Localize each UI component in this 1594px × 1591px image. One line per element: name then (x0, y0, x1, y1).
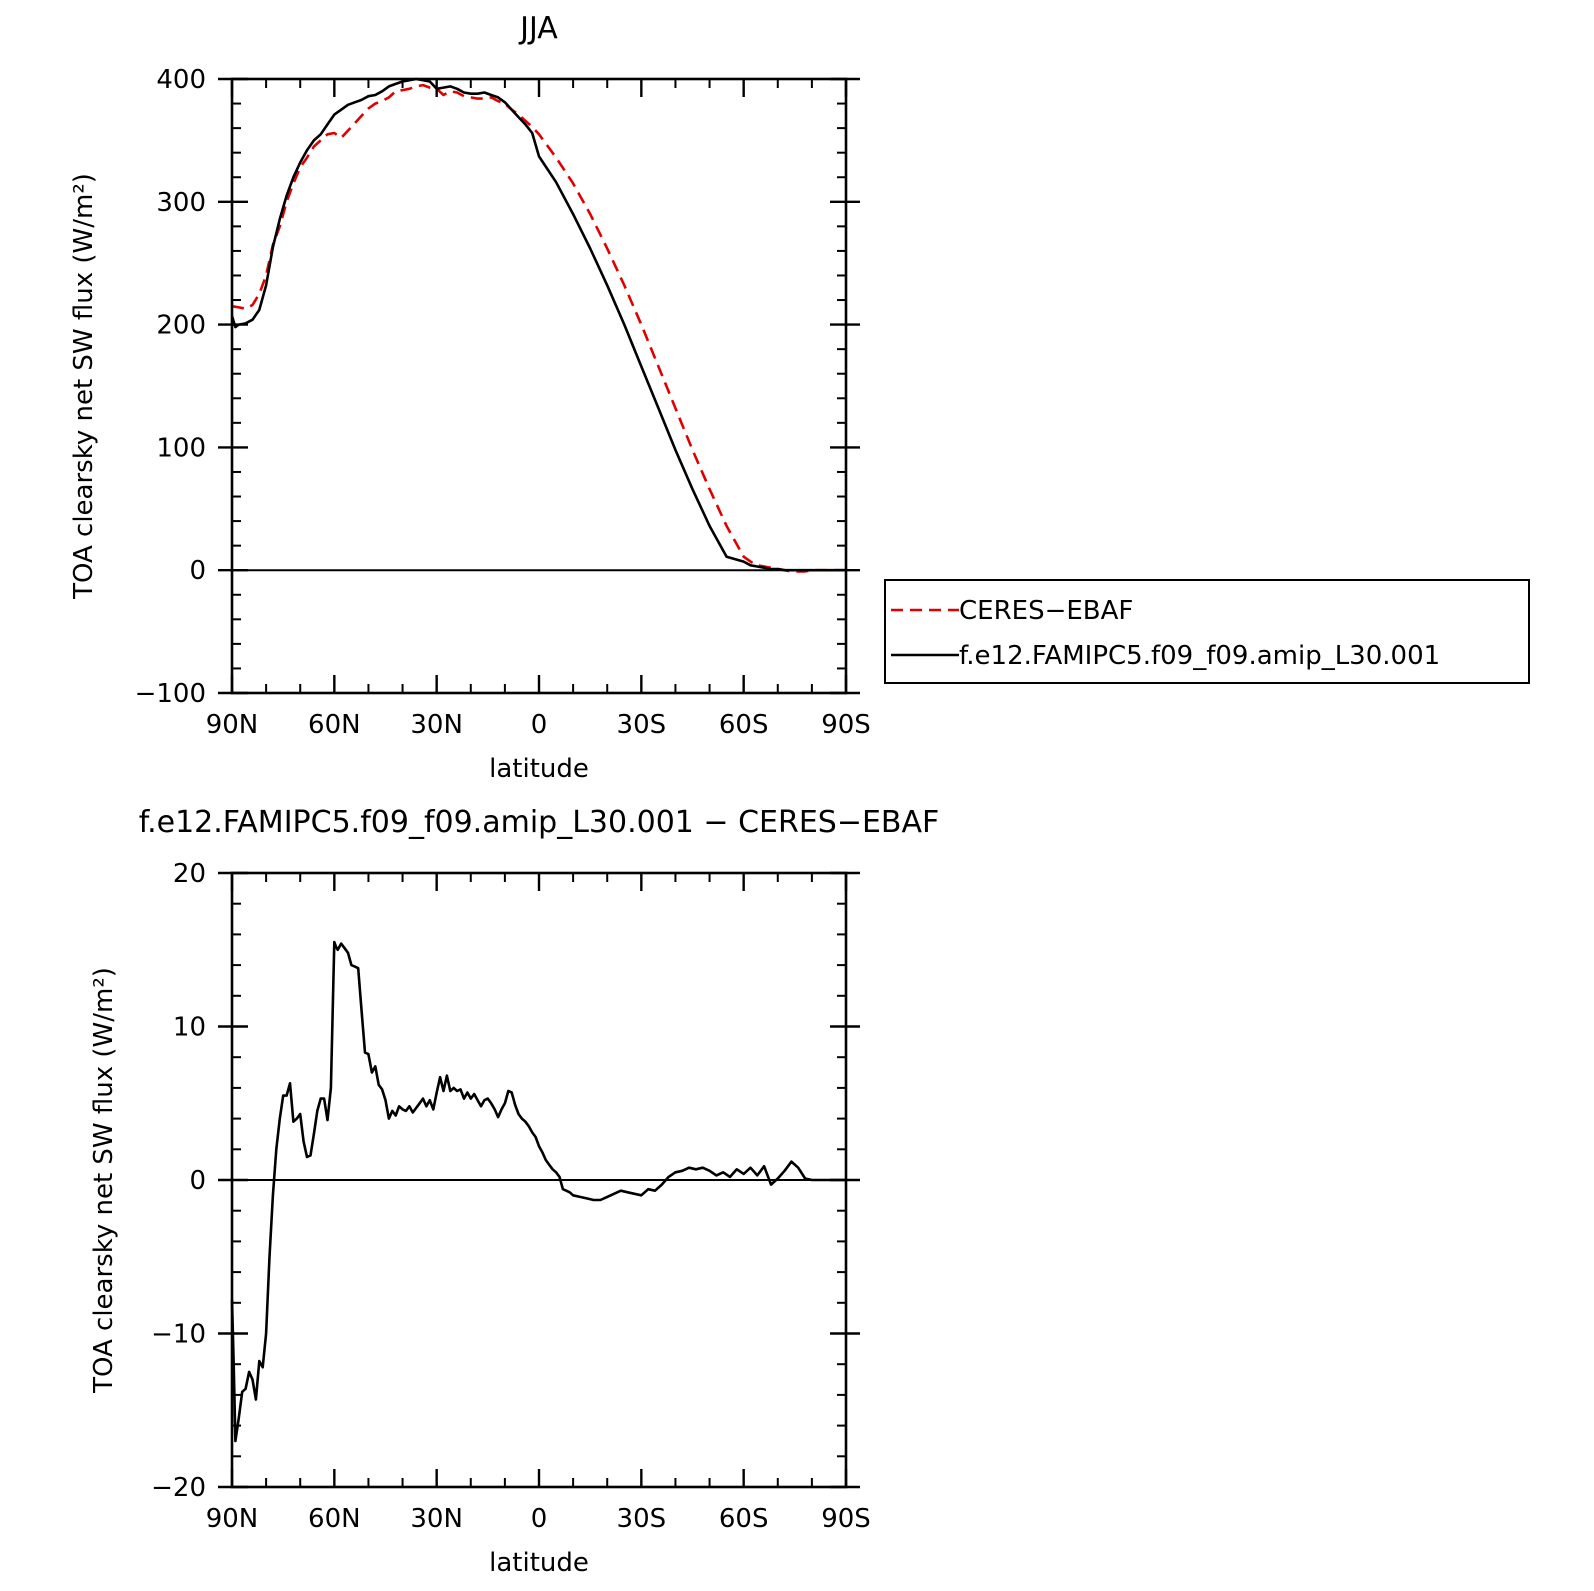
x-tick-label: 30S (617, 1504, 667, 1534)
chart-title: JJA (518, 11, 558, 46)
y-tick-label: −10 (151, 1320, 206, 1350)
y-tick-label: −100 (135, 679, 206, 709)
chart-bottom: f.e12.FAMIPC5.f09_f09.amip_L30.001 − CER… (89, 805, 939, 1578)
x-tick-label: 30N (410, 1504, 463, 1534)
y-tick-label: 200 (156, 311, 206, 341)
x-tick-label: 0 (531, 710, 548, 740)
y-tick-label: 10 (173, 1013, 206, 1043)
y-tick-label: 0 (189, 556, 206, 586)
y-tick-label: 20 (173, 859, 206, 889)
y-tick-label: 400 (156, 65, 206, 95)
x-axis-label: latitude (489, 754, 589, 784)
chart-top: JJA 90N 60N 30N 0 30S 60S 90S −100 0 100 200 300 400 l… (69, 11, 1530, 784)
y-tick-label: 0 (189, 1166, 206, 1196)
x-tick-label: 60N (308, 710, 361, 740)
x-tick-label: 90S (821, 710, 871, 740)
series-line-1 (230, 940, 846, 1443)
y-tick-label: −20 (151, 1473, 206, 1503)
plot-frame (230, 77, 848, 695)
chart-title: f.e12.FAMIPC5.f09_f09.amip_L30.001 − CER… (139, 805, 940, 840)
y-axis-label: TOA clearsky net SW flux (W/m²) (69, 173, 99, 600)
legend-entry-2: f.e12.FAMIPC5.f09_f09.amip_L30.001 (959, 641, 1440, 671)
x-tick-label: 60S (719, 1504, 769, 1534)
x-tick-label: 0 (531, 1504, 548, 1534)
legend-entry-1: CERES−EBAF (959, 596, 1133, 626)
y-tick-label: 300 (156, 188, 206, 218)
x-tick-label: 60N (308, 1504, 361, 1534)
y-tick-label: 100 (156, 433, 206, 463)
x-tick-label: 60S (719, 710, 769, 740)
legend-box (884, 579, 1530, 684)
series-line-2 (230, 77, 846, 572)
x-tick-label: 30N (410, 710, 463, 740)
x-tick-label: 90N (206, 1504, 259, 1534)
x-tick-label: 90S (821, 1504, 871, 1534)
x-tick-label: 30S (617, 710, 667, 740)
x-axis-label: latitude (489, 1548, 589, 1578)
y-axis-label: TOA clearsky net SW flux (W/m²) (89, 967, 119, 1394)
x-tick-label: 90N (206, 710, 259, 740)
